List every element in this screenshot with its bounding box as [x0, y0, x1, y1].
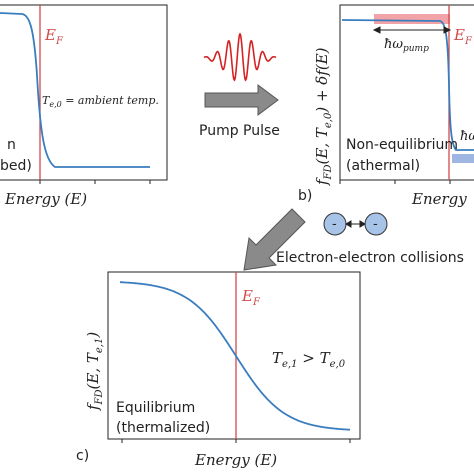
panel-c-distribution-curve — [120, 281, 350, 431]
panel-b-ylabel: fFD(E, Te,0) + δf(E) — [313, 47, 334, 186]
panel-c-frame — [107, 271, 361, 440]
panel-b-distribution-curve — [341, 19, 474, 151]
panel-a: EF Te,0 = ambient temp. n bed) Energy (E… — [0, 4, 168, 208]
panel-c-tag: c) — [76, 448, 89, 464]
collisions-label: Electron-electron collisions — [276, 250, 464, 266]
panel-c-fermi-label: EF — [241, 287, 261, 308]
panel-c-temperature-relation: Te,1 > Te,0 — [272, 349, 346, 370]
collisions-group: - - Electron-electron collisions — [243, 208, 464, 271]
panel-b: ħωpump ħω EF fFD(E, Te,0) + δf(E) Non-eq… — [298, 4, 474, 208]
panel-c-ylabel: fFD(E, Te,1) — [84, 332, 105, 411]
panel-a-xlabel: Energy (E) — [4, 190, 87, 208]
panel-b-fermi-label: EF — [453, 26, 473, 47]
panel-b-pink-band — [374, 14, 450, 24]
panel-a-state-line2: bed) — [0, 158, 32, 174]
panel-b-pump-label: ħωpump — [384, 37, 429, 54]
panel-b-xlabel: Energy — [411, 190, 467, 208]
panel-a-frame — [0, 4, 168, 181]
panel-b-tag: b) — [298, 188, 312, 204]
panel-b-blue-band — [452, 154, 474, 163]
collision-double-arrow — [345, 220, 366, 228]
panel-a-state-line1: n — [7, 137, 16, 153]
panel-b-state-line1: Non-equilibrium — [346, 137, 458, 153]
panel-c-state-line2: (thermalized) — [116, 420, 210, 436]
panel-c: EF Te,1 > Te,0 fFD(E, Te,1) Equilibrium … — [76, 271, 361, 469]
panel-c-xlabel: Energy (E) — [194, 451, 277, 469]
electron-right-sign: - — [373, 217, 378, 232]
pump-pulse-waveform — [203, 32, 277, 82]
panel-a-temperature-label: Te,0 = ambient temp. — [42, 94, 159, 109]
electron-left-sign: - — [332, 217, 337, 232]
pump-pulse-arrow — [204, 84, 279, 116]
pump-pulse-label: Pump Pulse — [199, 123, 280, 139]
collisions-arrow — [243, 208, 306, 271]
panel-b-pump-label-right: ħω — [460, 129, 474, 144]
panel-c-state-line1: Equilibrium — [116, 400, 195, 416]
panel-b-pump-arrow — [372, 26, 452, 34]
panel-a-fermi-label: EF — [44, 26, 64, 47]
panel-a-distribution-curve — [0, 12, 150, 168]
panel-b-state-line2: (athermal) — [346, 158, 420, 174]
pump-pulse-group: Pump Pulse — [199, 32, 280, 139]
panel-b-frame — [339, 4, 474, 181]
